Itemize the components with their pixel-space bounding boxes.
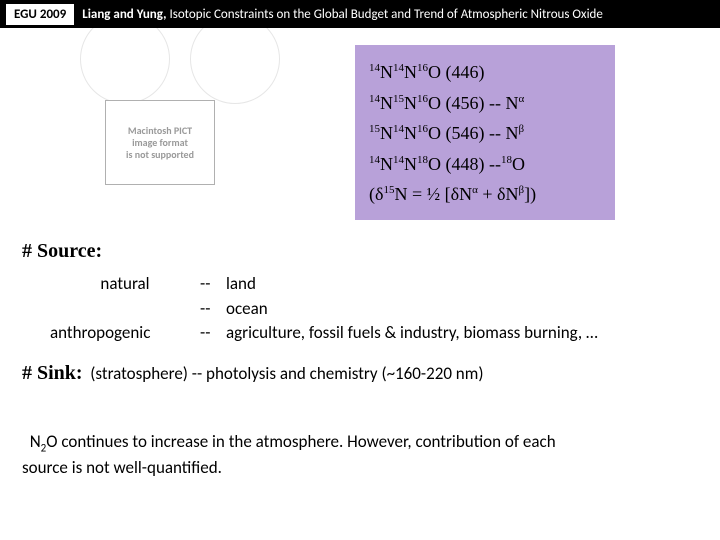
header-subtitle: Isotopic Constraints on the Global Budge…: [169, 7, 602, 22]
source-block: natural -- land -- ocean anthropogenic -…: [50, 272, 598, 346]
note-block: N2O continues to increase in the atmosph…: [22, 430, 702, 480]
source-item-land: land: [226, 272, 256, 297]
sink-text: (stratosphere) -- photolysis and chemist…: [90, 363, 483, 384]
source-item-ocean: ocean: [226, 297, 268, 322]
header-title: Liang and Yung, Isotopic Constraints on …: [82, 7, 603, 22]
source-row-ocean: -- ocean: [50, 297, 598, 322]
pict-line: is not supported: [126, 149, 194, 161]
header-bar: EGU 2009 Liang and Yung, Isotopic Constr…: [0, 0, 720, 28]
sink-heading: # Sink:: [22, 362, 83, 384]
note-rest: O continues to increase in the atmospher…: [46, 431, 555, 452]
source-label-natural: natural: [50, 272, 200, 297]
source-heading: # Source:: [22, 240, 102, 263]
header-authors: Liang and Yung,: [82, 7, 166, 22]
dash: --: [200, 297, 226, 322]
dash: --: [200, 272, 226, 297]
iso-row-448: 14N14N18O (448) --18O: [369, 149, 601, 180]
note-n: N: [30, 431, 41, 452]
dash: --: [200, 321, 226, 346]
iso-row-546: 15N14N16O (546) -- Nβ: [369, 118, 601, 149]
egu-badge: EGU 2009: [6, 4, 74, 25]
pict-line: Macintosh PICT: [128, 125, 192, 137]
source-row-natural-land: natural -- land: [50, 272, 598, 297]
source-item-anthro: agriculture, fossil fuels & industry, bi…: [226, 321, 598, 346]
iso-row-446: 14N14N16O (446): [369, 57, 601, 88]
iso-row-456: 14N15N16O (456) -- Nα: [369, 88, 601, 119]
isotope-box: 14N14N16O (446) 14N15N16O (456) -- Nα 15…: [355, 45, 615, 220]
pict-line: image format: [132, 137, 188, 149]
iso-row-delta: (δ15N = ½ [δNα + δNβ]): [369, 179, 601, 210]
source-label-anthro: anthropogenic: [50, 321, 200, 346]
sink-line: # Sink: (stratosphere) -- photolysis and…: [22, 362, 483, 385]
note-line2: source is not well-quantified.: [22, 457, 222, 478]
source-row-anthro: anthropogenic -- agriculture, fossil fue…: [50, 321, 598, 346]
pict-placeholder: Macintosh PICT image format is not suppo…: [105, 100, 215, 185]
